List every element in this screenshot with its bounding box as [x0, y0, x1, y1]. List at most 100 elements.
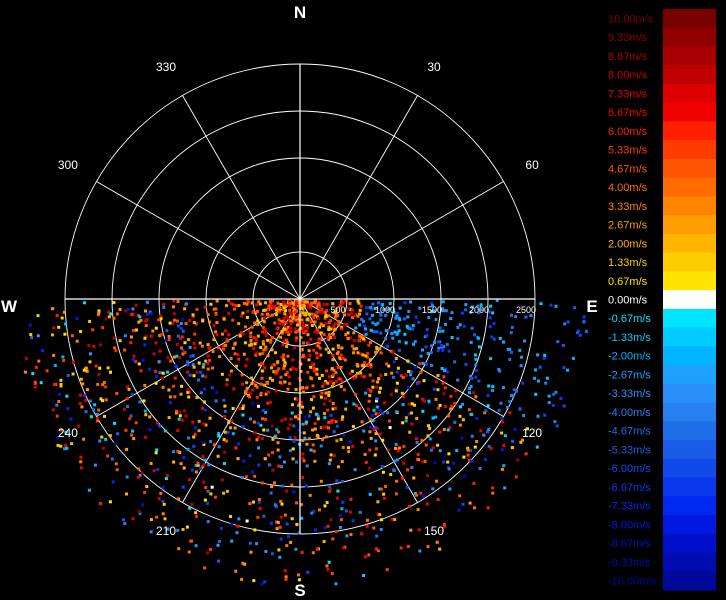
velocity-bin: [61, 355, 65, 359]
colorbar-label: -4.00m/s: [608, 407, 651, 419]
velocity-bin: [33, 381, 37, 385]
velocity-bin: [337, 320, 341, 324]
velocity-bin: [411, 324, 415, 328]
velocity-bin: [295, 336, 299, 340]
velocity-bin: [379, 313, 383, 317]
velocity-bin: [241, 424, 245, 428]
cardinal-label: E: [586, 297, 597, 316]
velocity-bin: [94, 463, 97, 467]
colorbar-label: -3.33m/s: [608, 388, 651, 400]
velocity-bin: [304, 420, 308, 424]
velocity-bin: [264, 417, 268, 421]
velocity-bin: [358, 323, 362, 327]
velocity-bin: [374, 330, 378, 334]
velocity-bin: [192, 321, 196, 325]
velocity-bin: [231, 432, 235, 436]
velocity-bin: [85, 388, 89, 392]
velocity-bin: [294, 388, 298, 391]
velocity-bin: [368, 448, 372, 452]
velocity-bin: [229, 357, 233, 360]
velocity-bin: [257, 500, 261, 504]
velocity-bin: [331, 302, 335, 306]
velocity-bin: [181, 329, 185, 333]
velocity-bin: [281, 484, 284, 488]
velocity-bin: [366, 518, 369, 522]
velocity-bin: [290, 315, 294, 319]
velocity-bin: [529, 314, 533, 318]
velocity-bin: [401, 421, 405, 425]
cardinal-label: N: [294, 3, 306, 22]
velocity-bin: [233, 352, 237, 356]
velocity-bin: [395, 458, 399, 462]
velocity-bin: [276, 360, 280, 364]
velocity-bin: [351, 316, 354, 320]
velocity-bin: [338, 304, 342, 308]
velocity-bin: [406, 315, 410, 319]
velocity-bin: [313, 459, 317, 463]
velocity-bin: [181, 348, 185, 352]
velocity-bin: [333, 454, 336, 457]
velocity-bin: [331, 332, 335, 336]
velocity-bin: [500, 448, 504, 452]
velocity-bin: [301, 456, 305, 460]
velocity-bin: [377, 412, 380, 416]
velocity-bin: [304, 484, 308, 488]
velocity-bin: [409, 370, 413, 373]
velocity-bin: [511, 439, 515, 443]
velocity-bin: [174, 411, 178, 415]
velocity-bin: [201, 465, 205, 469]
velocity-bin: [368, 373, 372, 377]
velocity-bin: [87, 488, 91, 492]
velocity-bin: [387, 419, 391, 423]
velocity-bin: [372, 408, 376, 412]
velocity-bin: [351, 519, 355, 523]
colorbar-swatch: [663, 9, 716, 29]
velocity-bin: [543, 413, 547, 417]
velocity-bin: [359, 304, 363, 308]
velocity-bin: [23, 370, 27, 374]
velocity-bin: [193, 332, 197, 336]
velocity-bin: [342, 310, 346, 314]
velocity-bin: [297, 320, 300, 324]
velocity-bin: [288, 449, 292, 453]
velocity-bin: [180, 418, 184, 422]
velocity-bin: [393, 459, 397, 463]
velocity-bin: [176, 449, 180, 453]
velocity-bin: [309, 376, 313, 380]
velocity-bin: [556, 340, 560, 344]
velocity-bin: [339, 437, 343, 441]
velocity-bin: [227, 299, 231, 303]
velocity-bin: [409, 300, 413, 304]
velocity-bin: [113, 442, 117, 446]
velocity-bin: [280, 355, 284, 359]
velocity-bin: [229, 369, 233, 373]
velocity-bin: [222, 462, 226, 466]
velocity-bin: [419, 354, 423, 358]
velocity-bin: [468, 391, 471, 395]
velocity-bin: [474, 357, 478, 361]
velocity-bin: [284, 303, 288, 307]
velocity-bin: [321, 384, 325, 388]
velocity-bin: [472, 481, 476, 485]
velocity-bin: [362, 574, 365, 577]
velocity-bin: [231, 407, 235, 410]
velocity-bin: [66, 374, 70, 377]
velocity-bin: [470, 459, 474, 463]
velocity-bin: [114, 462, 118, 466]
velocity-bin: [571, 356, 575, 360]
velocity-bin: [240, 373, 244, 377]
velocity-bin: [219, 526, 223, 530]
velocity-bin: [288, 319, 292, 323]
velocity-bin: [345, 400, 349, 404]
colorbar-label: 0.67m/s: [608, 276, 648, 288]
colorbar-label: -0.67m/s: [608, 313, 651, 325]
velocity-bin: [257, 498, 261, 501]
velocity-bin: [369, 328, 373, 332]
velocity-bin: [283, 360, 287, 364]
velocity-bin: [315, 356, 319, 360]
velocity-bin: [158, 371, 162, 375]
velocity-bin: [457, 508, 461, 512]
spoke-line: [299, 95, 418, 300]
velocity-bin: [351, 444, 355, 448]
velocity-bin: [263, 580, 267, 584]
